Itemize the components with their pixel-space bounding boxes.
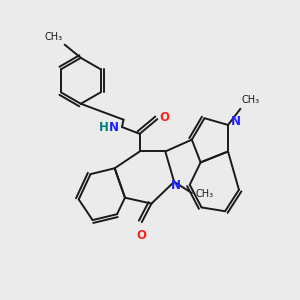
Text: CH₃: CH₃ xyxy=(242,95,260,105)
Text: CH₃: CH₃ xyxy=(195,190,214,200)
Text: H: H xyxy=(99,121,109,134)
Text: O: O xyxy=(160,111,170,124)
Text: N: N xyxy=(171,179,181,192)
Text: N: N xyxy=(230,115,240,128)
Text: O: O xyxy=(136,229,146,242)
Text: N: N xyxy=(109,121,119,134)
Text: CH₃: CH₃ xyxy=(44,32,62,42)
